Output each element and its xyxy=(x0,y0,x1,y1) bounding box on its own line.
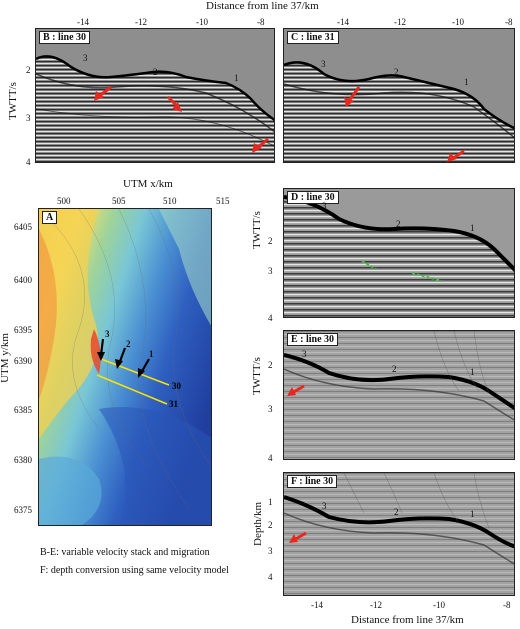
top-tick: -10 xyxy=(196,17,208,27)
panel-b-ytick: 4 xyxy=(26,157,31,167)
panel-f-marker-2: 2 xyxy=(394,507,399,517)
panel-a-marker-2: 2 xyxy=(126,339,131,349)
panel-a-ytick: 6390 xyxy=(14,356,32,366)
bottom-tick: -12 xyxy=(370,600,382,610)
panel-f-ytick: 1 xyxy=(268,497,273,507)
panel-b-arrows xyxy=(94,85,269,153)
bathymetry-image xyxy=(39,209,211,525)
panel-f-arrows xyxy=(289,531,307,543)
panel-a-line-31-label: 31 xyxy=(169,399,178,409)
panel-d-marker-1: 1 xyxy=(470,223,475,233)
panel-a-bathymetry-map: A 3 2 1 30 31 xyxy=(38,208,212,526)
panel-b-marker-1: 1 xyxy=(234,73,239,83)
panel-a-ylabel: UTM y/km xyxy=(0,333,11,383)
caption-line-1: B-E: variable velocity stack and migrati… xyxy=(40,547,210,558)
panel-c-section: C : line 31 3 2 1 xyxy=(283,28,515,163)
panel-a-xlabel: UTM x/km xyxy=(123,178,173,190)
panel-f-ylabel: Depth/km xyxy=(252,502,264,546)
panel-e-marker-1: 1 xyxy=(470,367,475,377)
panel-a-marker-1: 1 xyxy=(149,349,154,359)
top-tick: -10 xyxy=(452,17,464,27)
panel-a-xtick: 500 xyxy=(57,196,71,206)
panel-f-seismic-image xyxy=(284,473,514,595)
panel-a-marker-3: 3 xyxy=(105,329,110,339)
panel-e-arrows xyxy=(287,384,305,396)
panel-d-ytick: 4 xyxy=(268,313,273,323)
caption-line-2: F: depth conversion using same velocity … xyxy=(40,565,229,576)
panel-a-ytick: 6400 xyxy=(14,275,32,285)
panel-c-marker-3: 3 xyxy=(321,59,326,69)
bottom-tick: -10 xyxy=(433,600,445,610)
panel-e-seismic-image xyxy=(284,331,514,459)
panel-a-xtick: 515 xyxy=(216,196,230,206)
panel-f-marker-3: 3 xyxy=(322,501,327,511)
panel-a-ytick: 6380 xyxy=(14,455,32,465)
top-tick: -12 xyxy=(394,17,406,27)
panel-a-line-30-label: 30 xyxy=(172,381,181,391)
panel-b-seismic-image xyxy=(36,55,274,162)
panel-d-marker-2: 2 xyxy=(396,219,401,229)
panel-f-label: F : line 30 xyxy=(287,475,338,488)
top-tick: -14 xyxy=(77,17,89,27)
panel-e-ylabel: TWTT/s xyxy=(250,357,263,395)
panel-d-ytick: 3 xyxy=(268,266,273,276)
bottom-tick: -8 xyxy=(503,600,511,610)
panel-e-marker-3: 3 xyxy=(302,349,307,359)
bottom-tick: -14 xyxy=(311,600,323,610)
panel-b-label: B : line 30 xyxy=(39,31,91,44)
panel-b-marker-2: 2 xyxy=(153,67,158,77)
panel-f-section: F : line 30 3 2 1 xyxy=(283,472,515,596)
panel-a-label: A xyxy=(42,211,58,224)
bottom-axis-title: Distance from line 37/km xyxy=(351,614,464,626)
panel-c-arrows xyxy=(344,86,465,162)
panel-e-ytick: 3 xyxy=(268,404,273,414)
panel-a-ytick: 6385 xyxy=(14,405,32,415)
panel-d-section: D : line 30 3 2 1 xyxy=(283,188,515,318)
panel-a-ytick: 6375 xyxy=(14,505,32,515)
panel-b-marker-3: 3 xyxy=(83,53,88,63)
panel-e-ytick: 2 xyxy=(268,360,273,370)
panel-f-ytick: 3 xyxy=(268,546,273,556)
panel-d-seismic-image xyxy=(284,195,514,317)
panel-f-ytick: 4 xyxy=(268,572,273,582)
panel-c-seismic-image xyxy=(284,61,514,162)
panel-a-xtick: 510 xyxy=(163,196,177,206)
panel-d-label: D : line 30 xyxy=(287,191,339,204)
top-tick: -12 xyxy=(135,17,147,27)
top-tick: -14 xyxy=(337,17,349,27)
panel-b-section: B : line 30 3 2 1 xyxy=(35,28,275,163)
panel-e-section: E : line 30 3 2 1 xyxy=(283,330,515,460)
panel-e-label: E : line 30 xyxy=(287,333,339,346)
panel-c-marker-2: 2 xyxy=(394,67,399,77)
panel-e-marker-2: 2 xyxy=(392,364,397,374)
panel-c-marker-1: 1 xyxy=(464,77,469,87)
panel-b-ylabel: TWTT/s xyxy=(6,82,19,120)
panel-a-ytick: 6395 xyxy=(14,325,32,335)
panel-f-marker-1: 1 xyxy=(470,509,475,519)
panel-a-ytick: 6405 xyxy=(14,222,32,232)
panel-e-ytick: 4 xyxy=(268,453,273,463)
panel-b-ytick: 3 xyxy=(26,113,31,123)
panel-d-ytick: 2 xyxy=(268,236,273,246)
panel-d-marker-3: 3 xyxy=(322,201,327,211)
top-tick: -8 xyxy=(257,17,265,27)
top-axis-title: Distance from line 37/km xyxy=(206,0,319,12)
panel-b-ytick: 2 xyxy=(26,65,31,75)
top-tick: -8 xyxy=(505,17,513,27)
panel-f-ytick: 2 xyxy=(268,520,273,530)
panel-c-label: C : line 31 xyxy=(287,31,339,44)
panel-a-xtick: 505 xyxy=(112,196,126,206)
panel-d-ylabel: TWTT/s xyxy=(250,211,263,249)
